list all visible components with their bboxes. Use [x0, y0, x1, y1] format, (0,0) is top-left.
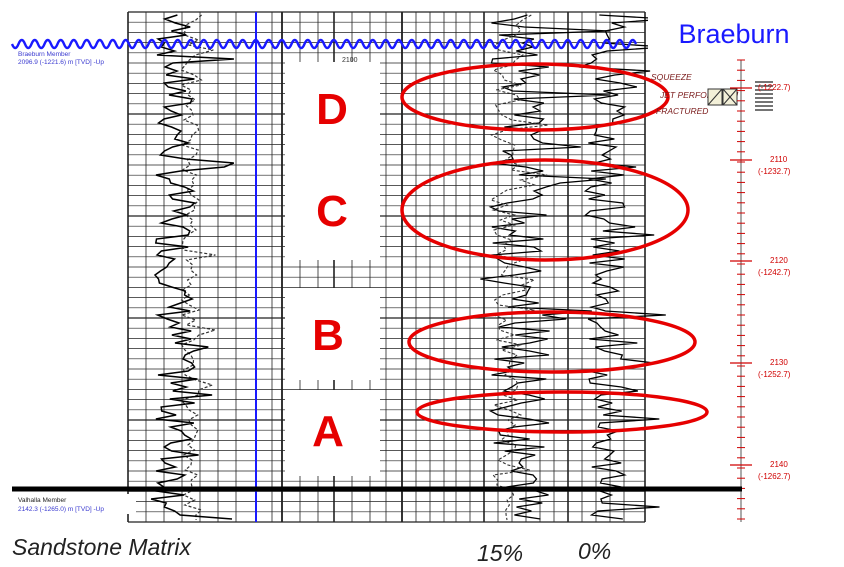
- top-member-depth: 2096.9 (-1221.6) m [TVD] -Up: [18, 59, 104, 66]
- depth-tvd-2130: (-1252.7): [758, 370, 791, 379]
- annotation-jet-perforation: JET PERFORATION: [659, 90, 739, 100]
- zone-label-b: B: [312, 311, 344, 360]
- zone-a-ellipse: [415, 390, 709, 434]
- zone-a-label-mask: [285, 390, 380, 476]
- zone-d-ellipse: [400, 62, 670, 132]
- caption-porosity-0: 0%: [578, 538, 612, 564]
- log-panel: [12, 8, 794, 524]
- depth-tvd-2110: (-1232.7): [758, 167, 791, 176]
- track-1-dotted-curve: [179, 14, 216, 521]
- depth-label-2130: 2130: [770, 358, 788, 367]
- caption-porosity-15: 15%: [477, 540, 524, 566]
- depth-label-2140: 2140: [770, 460, 788, 469]
- top-member-name: Braeburn Member: [18, 51, 71, 58]
- squeeze-hatch-symbol: [755, 81, 773, 111]
- zone-c-ellipse: [400, 158, 690, 262]
- zone-label-c: C: [316, 187, 348, 236]
- depth-tvd-2120: (-1242.7): [758, 268, 791, 277]
- zone-c-label-mask: [285, 162, 380, 260]
- braeburn-marker-wave: [10, 38, 638, 50]
- track-header-depth: 2100: [342, 57, 358, 64]
- annotation-fractured: FRACTURED: [656, 106, 708, 116]
- track-1-log-curve: [150, 14, 235, 520]
- caption-sandstone-matrix: Sandstone Matrix: [12, 534, 191, 560]
- porosity-curve-3: [578, 14, 667, 520]
- depth-tvd-0: (-1222.7): [758, 83, 791, 92]
- well-title: Braeburn: [648, 14, 820, 54]
- zone-label-d: D: [316, 85, 348, 134]
- completion-annotation: SQUEEZE JET PERFORATION FRACTURED: [651, 72, 773, 116]
- zone-b-label-mask: [285, 288, 380, 380]
- depth-label-2120: 2120: [770, 256, 788, 265]
- depth-ticks: [730, 59, 752, 520]
- zone-label-a: A: [312, 407, 344, 456]
- depth-label-2110: 2110: [770, 155, 788, 164]
- bottom-member-depth: 2142.3 (-1265.0) m [TVD] -Up: [18, 506, 104, 513]
- zone-b-ellipse: [407, 310, 697, 374]
- bottom-member-name: Valhalla Member: [18, 497, 67, 504]
- depth-tvd-2140: (-1262.7): [758, 472, 791, 481]
- porosity-curve-1: [480, 14, 610, 520]
- annotation-squeeze: SQUEEZE: [651, 72, 692, 82]
- bottom-member-label-bg: [14, 494, 136, 514]
- porosity-curve-2: [489, 14, 548, 521]
- zone-d-label-mask: [285, 62, 380, 162]
